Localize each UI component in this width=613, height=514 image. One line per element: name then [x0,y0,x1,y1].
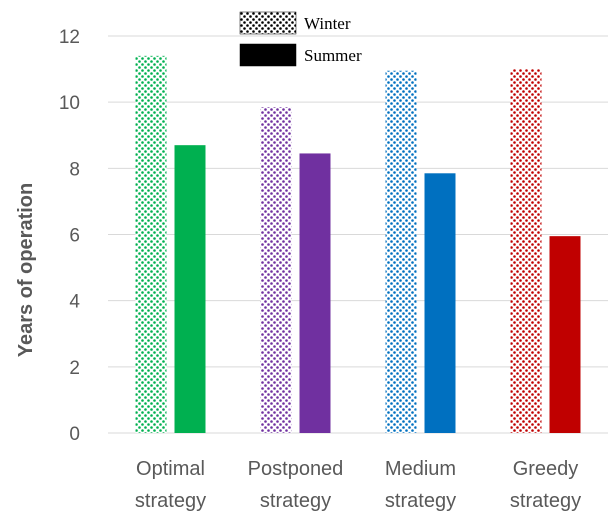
x-category-label: strategy [260,490,331,512]
bar-winter-greedy [510,69,542,433]
y-tick-label: 2 [69,358,80,379]
bar-summer-greedy [549,236,581,433]
bars [135,55,581,434]
x-category-label: Medium [385,458,456,480]
x-category-label: strategy [385,490,456,512]
legend-swatch-winter [239,11,297,35]
legend: Winter Summer [239,11,362,67]
bar-summer-optimal [174,145,206,434]
bar-winter-postponed [260,107,292,434]
x-category-label: strategy [510,490,581,512]
bar-winter-optimal [135,55,167,433]
bar-winter-medium [385,70,417,434]
bar-summer-medium [424,173,456,433]
y-tick-label: 6 [69,226,80,247]
y-tick-label: 12 [59,27,80,48]
legend-swatch-summer [239,43,297,67]
y-tick-label: 4 [69,292,80,313]
y-tick-label: 0 [69,424,80,445]
y-tick-label: 10 [59,93,80,114]
y-axis-label: Years of operation [15,183,37,358]
x-axis-categories: Optimal strategy Postponed strategy Medium st… [135,458,581,512]
y-tick-label: 8 [69,159,80,180]
legend-label-summer: Summer [304,46,362,65]
y-axis-ticks: 0 2 4 6 8 10 12 [59,27,81,445]
x-category-label: strategy [135,490,206,512]
x-category-label: Optimal [136,458,205,480]
x-category-label: Greedy [513,458,579,480]
bar-summer-postponed [299,153,331,433]
x-category-label: Postponed [248,458,344,480]
legend-label-winter: Winter [304,14,351,33]
